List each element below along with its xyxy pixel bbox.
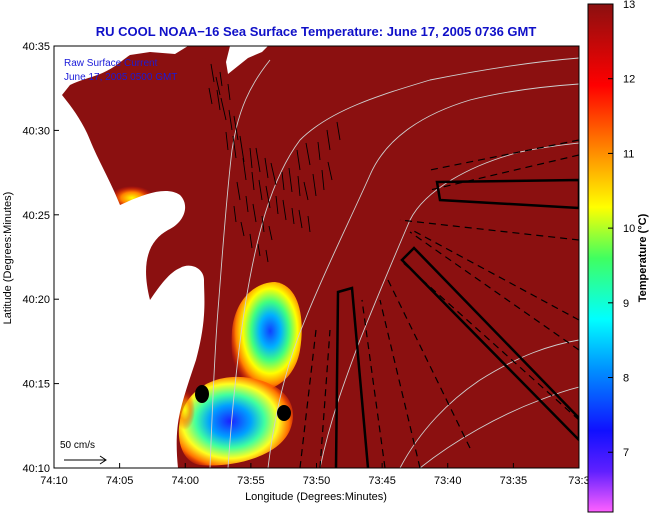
y-tick-label: 40:25 <box>22 210 50 222</box>
x-tick-label: 74:10 <box>40 475 68 487</box>
bathymetry-contours <box>209 57 579 468</box>
plot-area: Raw Surface Current June 17, 2005 0500 G… <box>54 46 579 468</box>
colorbar-tick-label: 9 <box>623 298 629 310</box>
x-tick-label: 74:05 <box>106 475 134 487</box>
transect-boxes <box>334 178 579 468</box>
surface-current-vectors <box>208 63 341 263</box>
x-tick-label: 73:55 <box>237 475 265 487</box>
colorbar-tick-label: 10 <box>623 223 635 235</box>
x-tick-label: 73:45 <box>368 475 396 487</box>
station-marker-east <box>277 405 291 421</box>
upwelling-plume-north <box>231 282 302 391</box>
x-tick-label: 73:3 <box>568 475 589 487</box>
colorbar-tick-label: 13 <box>623 0 635 11</box>
colorbar: 13 12 11 10 9 8 7 Temperature (°C) <box>587 0 649 513</box>
dashed-transect-lines <box>299 139 579 468</box>
annotation-vector-time: June 17, 2005 0500 GMT <box>64 72 177 83</box>
y-axis-title: Latitude (Degrees:Minutes) <box>2 192 14 325</box>
land-coast-north <box>188 46 230 60</box>
y-tick-label: 40:20 <box>22 294 50 306</box>
x-axis: 74:10 74:05 74:00 73:55 73:50 73:45 73:40 73:35… <box>40 463 590 487</box>
land-new-jersey <box>54 46 205 468</box>
transect-box-south <box>334 286 370 468</box>
y-tick-label: 40:30 <box>22 125 50 137</box>
transect-box-diagonal <box>400 246 579 442</box>
land-long-island <box>226 46 268 74</box>
y-tick-label: 40:35 <box>22 41 50 53</box>
annotation-raw-surface-current: Raw Surface Current <box>64 58 158 69</box>
chart-title: RU COOL NOAA−16 Sea Surface Temperature:… <box>96 24 537 39</box>
transect-box-east <box>435 178 579 210</box>
y-tick-label: 40:15 <box>22 379 50 391</box>
y-tick-label: 40:10 <box>22 463 50 475</box>
colorbar-title: Temperature (°C) <box>637 213 649 302</box>
colorbar-ticks: 13 12 11 10 9 8 7 <box>608 0 635 459</box>
station-marker-west <box>195 385 209 403</box>
x-tick-label: 73:40 <box>434 475 462 487</box>
colorbar-tick-label: 11 <box>623 148 634 160</box>
scale-label: 50 cm/s <box>60 440 95 451</box>
x-tick-label: 73:50 <box>303 475 331 487</box>
x-tick-label: 73:35 <box>500 475 528 487</box>
colorbar-tick-label: 7 <box>623 447 629 459</box>
colorbar-tick-label: 12 <box>623 74 635 86</box>
x-axis-title: Longitude (Degrees:Minutes) <box>245 491 387 503</box>
colorbar-gradient <box>587 3 614 513</box>
x-tick-label: 74:00 <box>171 475 199 487</box>
scale-arrow <box>64 455 107 465</box>
y-axis: 40:35 40:30 40:25 40:20 40:15 40:10 <box>22 41 59 475</box>
colorbar-tick-label: 8 <box>623 373 629 385</box>
